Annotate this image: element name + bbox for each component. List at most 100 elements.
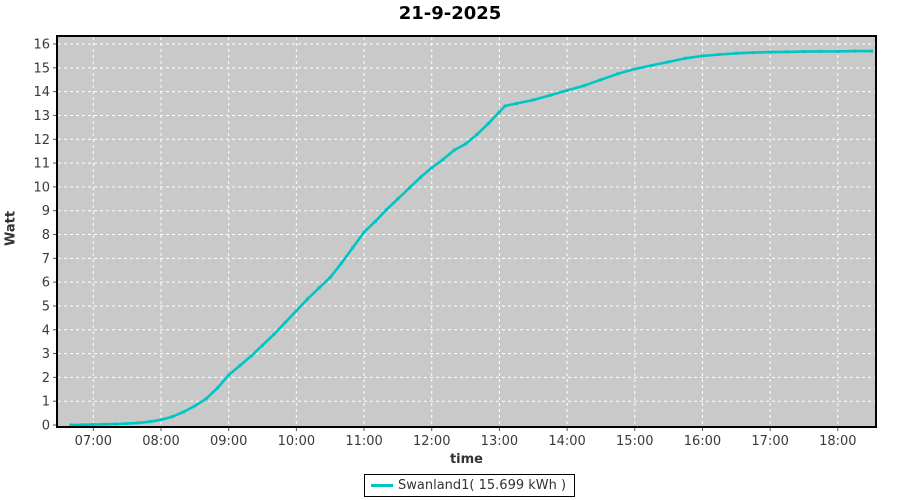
series-point-marker	[514, 102, 518, 106]
series-point-marker	[136, 421, 140, 425]
series-point-marker	[227, 373, 231, 377]
series-point-marker	[633, 67, 637, 71]
y-tick-label: 10	[33, 180, 50, 195]
x-tick-label: 16:00	[684, 434, 721, 449]
series-point-marker	[362, 230, 366, 234]
x-tick-label: 12:00	[413, 434, 450, 449]
series-point-marker	[616, 72, 620, 76]
y-tick-label: 12	[33, 133, 50, 148]
series-point-marker	[684, 56, 688, 60]
series-point-marker	[396, 197, 400, 201]
series-point-marker	[306, 297, 310, 301]
series-point-marker	[853, 49, 857, 53]
x-tick-label: 17:00	[751, 434, 788, 449]
series-point-marker	[503, 104, 507, 108]
y-tick-label: 4	[42, 323, 50, 338]
x-tick-label: 18:00	[819, 434, 856, 449]
plot-border	[56, 35, 877, 428]
y-tick-label: 2	[42, 371, 50, 386]
series-point-marker	[700, 54, 704, 58]
series-point-marker	[531, 98, 535, 102]
y-tick-label: 13	[33, 109, 50, 124]
series-point-marker	[294, 309, 298, 313]
series-point-marker	[836, 49, 840, 53]
y-tick-label: 6	[42, 276, 50, 291]
series-point-marker	[751, 51, 755, 55]
series-point-marker	[261, 343, 265, 347]
x-tick-label: 14:00	[548, 434, 585, 449]
series-point-marker	[548, 93, 552, 97]
series-point-marker	[69, 423, 73, 427]
legend-line-swatch	[371, 484, 393, 487]
x-tick-label: 13:00	[481, 434, 518, 449]
series-point-marker	[452, 148, 456, 152]
series-point-marker	[385, 207, 389, 211]
series-point-marker	[802, 50, 806, 54]
series-point-marker	[497, 110, 501, 114]
series-point-marker	[785, 50, 789, 54]
y-tick-label: 7	[42, 252, 50, 267]
series-point-marker	[114, 422, 118, 426]
series-point-marker	[486, 122, 490, 126]
series-point-marker	[340, 261, 343, 265]
x-tick-label: 07:00	[75, 434, 112, 449]
series-point-marker	[272, 333, 276, 337]
series-point-marker	[238, 363, 242, 367]
series-point-marker	[768, 50, 772, 54]
series-point-marker	[407, 186, 411, 190]
series-point-marker	[734, 51, 738, 55]
series-point-marker	[148, 420, 152, 424]
series-point-marker	[430, 166, 434, 170]
x-tick-label: 08:00	[142, 434, 179, 449]
x-tick-label: 09:00	[210, 434, 247, 449]
y-tick-label: 11	[33, 157, 50, 172]
y-tick-label: 15	[33, 61, 50, 76]
series-point-marker	[80, 423, 84, 427]
series-point-marker	[103, 422, 107, 426]
y-tick-label: 14	[33, 85, 50, 100]
series-point-marker	[91, 423, 95, 427]
series-point-marker	[283, 321, 287, 325]
series-point-marker	[475, 132, 479, 136]
x-tick-label: 10:00	[278, 434, 315, 449]
series-point-marker	[317, 286, 321, 290]
series-point-marker	[582, 84, 586, 88]
series-point-marker	[441, 157, 445, 161]
series-point-marker	[599, 78, 603, 82]
series-point-marker	[464, 142, 468, 146]
series-point-marker	[819, 49, 823, 53]
series-point-marker	[717, 52, 721, 56]
y-tick-label: 0	[42, 419, 50, 434]
series-point-marker	[193, 404, 197, 408]
legend-label: Swanland1( 15.699 kWh )	[398, 478, 567, 493]
legend: Swanland1( 15.699 kWh )	[364, 474, 576, 497]
y-axis-label: Watt	[3, 210, 19, 247]
series-point-marker	[249, 354, 253, 358]
chart-title: 21-9-2025	[398, 3, 502, 24]
series-point-marker	[650, 63, 654, 67]
x-tick-label: 15:00	[616, 434, 653, 449]
y-tick-label: 1	[42, 395, 50, 410]
series-point-marker	[204, 397, 208, 401]
y-tick-label: 8	[42, 228, 50, 243]
series-line	[69, 49, 874, 427]
series-point-marker	[215, 386, 219, 390]
series-point-marker	[565, 88, 569, 92]
y-tick-label: 9	[42, 204, 50, 219]
series-point-marker	[159, 418, 163, 422]
x-axis-label: time	[449, 452, 484, 467]
series-point-marker	[328, 275, 332, 279]
y-tick-label: 3	[42, 347, 50, 362]
series-point-marker	[373, 219, 377, 223]
series-point-marker	[182, 410, 186, 414]
series-point-marker	[870, 49, 874, 53]
series-point-marker	[351, 246, 355, 250]
y-tick-label: 16	[33, 38, 50, 53]
series-point-marker	[418, 175, 422, 179]
x-tick-label: 11:00	[345, 434, 382, 449]
y-tick-label: 5	[42, 299, 50, 314]
series-point-marker	[667, 60, 671, 64]
series-point-marker	[170, 415, 174, 419]
series-point-marker	[125, 422, 129, 426]
plot-background	[57, 36, 876, 427]
